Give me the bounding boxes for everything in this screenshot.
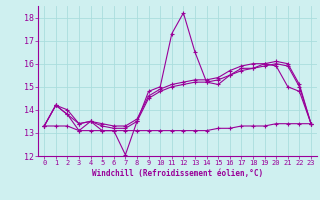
X-axis label: Windchill (Refroidissement éolien,°C): Windchill (Refroidissement éolien,°C) — [92, 169, 263, 178]
